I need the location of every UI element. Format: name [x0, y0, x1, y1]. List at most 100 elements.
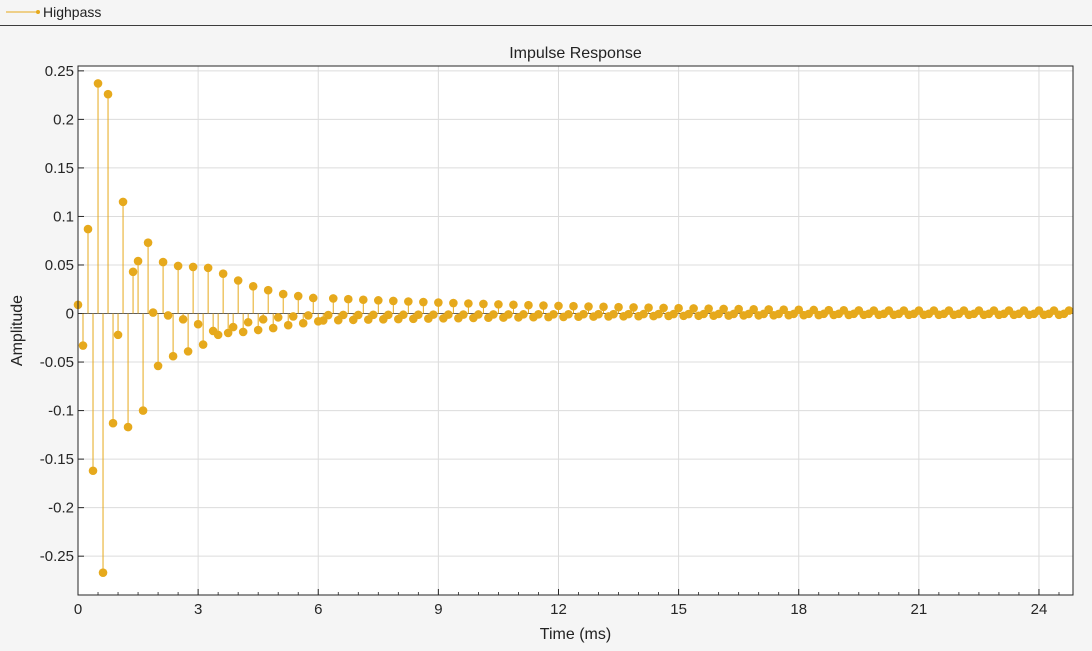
- stem-marker: [494, 300, 503, 309]
- stem-marker: [133, 256, 143, 266]
- y-tick-label: 0.25: [45, 63, 74, 80]
- stem-marker: [138, 406, 148, 415]
- stem-marker: [343, 294, 353, 304]
- x-tick-label: 0: [74, 601, 82, 618]
- stem-marker: [539, 301, 548, 310]
- stem-marker: [108, 418, 118, 428]
- x-axis-label: Time (ms): [540, 626, 611, 643]
- stem-marker: [594, 309, 603, 319]
- y-axis-label: Amplitude: [9, 295, 26, 366]
- stem-marker: [253, 325, 263, 335]
- stem-marker: [609, 309, 618, 319]
- stem-marker: [273, 313, 283, 322]
- stem-marker: [323, 310, 333, 320]
- stem-marker: [123, 422, 133, 432]
- stem-marker: [268, 323, 278, 333]
- stem-marker: [113, 330, 123, 340]
- stem-marker: [674, 303, 683, 313]
- stem-marker: [148, 308, 158, 317]
- stem-marker: [168, 351, 178, 361]
- stem-marker: [318, 316, 328, 325]
- y-tick-label: -0.05: [40, 354, 74, 371]
- stem-marker: [779, 305, 789, 314]
- stem-marker: [303, 311, 313, 320]
- stem-marker: [283, 320, 293, 330]
- stem-marker: [88, 466, 98, 476]
- stem-marker: [374, 296, 383, 305]
- stem-marker: [524, 300, 533, 310]
- stem-marker: [459, 310, 468, 319]
- y-tick-label: -0.1: [48, 403, 74, 420]
- stem-marker: [734, 304, 743, 314]
- x-tick-label: 18: [790, 601, 807, 618]
- stem-marker: [238, 327, 248, 337]
- stem-marker: [203, 263, 213, 273]
- stem-marker: [564, 309, 573, 319]
- x-tick-labels: 0 3 6 9 12 15 18 21 24: [74, 601, 1047, 618]
- stem-marker: [78, 341, 88, 350]
- x-tick-label: 12: [550, 601, 567, 618]
- stem-marker: [288, 312, 298, 321]
- stem-marker: [749, 304, 758, 314]
- stem-marker: [669, 309, 678, 319]
- stem-marker: [248, 282, 258, 291]
- stem-marker: [178, 315, 188, 324]
- stem-marker: [278, 289, 288, 299]
- stem-marker: [353, 310, 363, 320]
- stem-marker: [429, 310, 438, 319]
- stem-marker: [358, 295, 368, 305]
- y-tick-label: 0.15: [45, 160, 74, 177]
- stem-marker: [569, 301, 578, 311]
- stem-marker: [223, 328, 233, 338]
- x-tick-label: 9: [434, 601, 442, 618]
- stem-marker: [639, 309, 648, 319]
- stem-marker: [554, 301, 563, 311]
- stem-series: [73, 79, 1074, 577]
- plot-frame: [77, 65, 1074, 596]
- stem-marker: [599, 302, 608, 312]
- x-tick-label: 3: [194, 601, 202, 618]
- stem-marker: [704, 304, 713, 313]
- stem-marker: [153, 361, 163, 371]
- stem-marker: [519, 310, 528, 319]
- y-tick-label: -0.15: [40, 451, 74, 468]
- stem-marker: [128, 267, 138, 277]
- stem-marker: [338, 310, 348, 320]
- stem-marker: [479, 299, 488, 309]
- stem-marker: [118, 197, 128, 207]
- stem-marker: [183, 347, 193, 356]
- stem-marker: [579, 309, 588, 319]
- stem-marker: [534, 310, 543, 319]
- impulse-response-chart: Impulse Response Time (ms) Amplitude 0 3 6…: [9, 45, 1074, 643]
- x-tick-label: 15: [670, 601, 687, 618]
- stem-marker: [188, 262, 198, 272]
- stem-marker: [659, 303, 668, 313]
- stem-marker: [158, 257, 168, 267]
- stem-marker: [764, 305, 773, 314]
- stem-marker: [308, 293, 318, 303]
- stem-marker: [384, 310, 393, 320]
- stem-marker: [213, 330, 223, 340]
- stem-marker: [163, 311, 173, 320]
- stem-marker: [404, 297, 413, 306]
- stem-marker: [193, 319, 203, 329]
- x-tick-label: 24: [1031, 601, 1048, 618]
- stem-marker: [504, 310, 513, 319]
- stem-marker: [243, 317, 253, 327]
- y-tick-label: -0.2: [48, 500, 74, 517]
- stem-marker: [263, 285, 273, 295]
- chart-title: Impulse Response: [509, 45, 642, 62]
- y-tick-label: 0.1: [53, 208, 74, 225]
- stem-marker: [489, 310, 498, 319]
- stem-marker: [474, 310, 483, 319]
- stem-marker: [258, 315, 268, 324]
- stem-marker: [509, 300, 518, 310]
- legend-bar: Highpass: [0, 0, 1092, 26]
- legend-label: Highpass: [43, 4, 102, 20]
- legend-item-highpass[interactable]: Highpass: [6, 2, 101, 22]
- y-tick-label: 0.05: [45, 257, 74, 274]
- stem-marker: [83, 224, 93, 234]
- stem-marker: [198, 340, 208, 349]
- y-tick-label: -0.25: [40, 548, 74, 565]
- stem-marker: [228, 322, 238, 332]
